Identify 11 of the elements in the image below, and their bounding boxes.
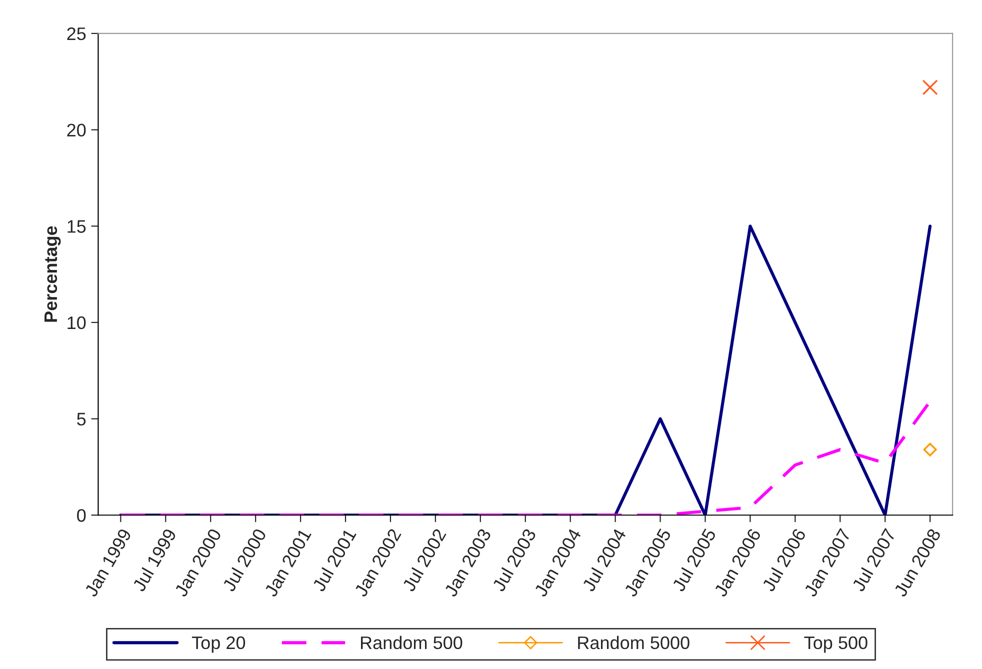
legend-label: Random 500 — [361, 636, 462, 650]
legend-label: Top 500 — [804, 636, 868, 653]
y-tick-label: 15 — [68, 220, 86, 233]
y-tick-label: 25 — [67, 27, 86, 40]
y-tick-label: 20 — [67, 124, 86, 137]
y-tick-label: 10 — [68, 316, 86, 330]
legend-label: Random 5000 — [578, 636, 690, 650]
legend-label: Top 20 — [192, 636, 246, 653]
y-tick-label: 5 — [77, 412, 86, 426]
y-tick-label: 0 — [77, 509, 86, 522]
y-axis-title: Percentage — [44, 226, 61, 322]
